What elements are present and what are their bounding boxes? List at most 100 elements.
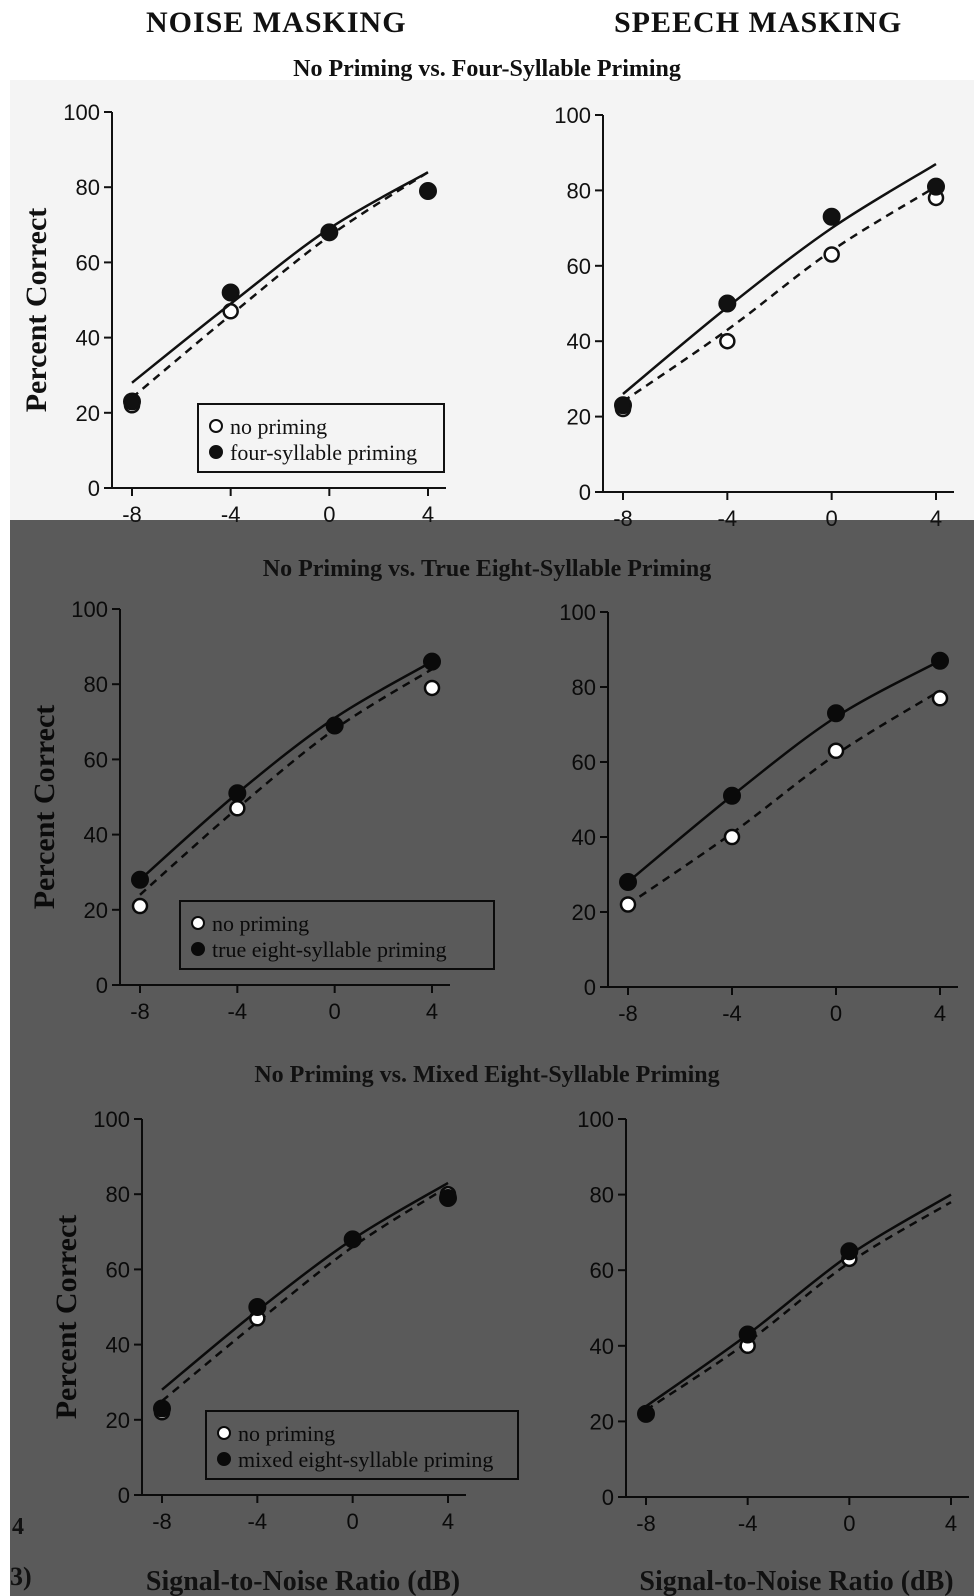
r1c1-y-tick-label: 40 <box>76 326 100 351</box>
r2c2-series-0-point <box>723 828 741 846</box>
r1c1-y-tick-label: 0 <box>88 476 100 501</box>
r2c1-legend-label: true eight-syllable priming <box>212 937 447 962</box>
r2c2-x-tick-label: 4 <box>934 1001 946 1026</box>
r3c1-series-1-point <box>153 1399 171 1418</box>
r3c2-x-tick-label: -8 <box>636 1511 656 1536</box>
row-title-four-syllable: No Priming vs. Four-Syllable Priming <box>293 56 681 82</box>
r2c2-series-0-point <box>931 690 949 707</box>
r2c2-series-1-point <box>931 651 949 670</box>
r3c2-x-axis-title: Signal-to-Noise Ratio (dB) <box>639 1566 953 1596</box>
r2c2-series-0-point <box>619 896 637 913</box>
r3c1-x-tick-label: 0 <box>347 1509 359 1534</box>
r2c1-series-1-fit-line <box>139 660 433 881</box>
r2c1-y-tick-label: 0 <box>96 973 108 998</box>
r3c2-series-1-point <box>637 1404 655 1423</box>
r2c1-series-1-point <box>131 870 149 889</box>
r2c1-y-tick-label: 60 <box>84 747 108 772</box>
r3c1-series-1-point <box>439 1188 457 1207</box>
r2c1-series-0-point <box>423 679 441 697</box>
r1c1-legend-marker <box>209 445 223 459</box>
r2c2-series-1-point <box>723 786 741 805</box>
r2c2-x-tick-label: 0 <box>830 1001 842 1026</box>
r3c1-legend-marker <box>217 1452 231 1466</box>
r1c1-series-1-point <box>419 181 437 200</box>
r2c1-x-tick-label: -8 <box>130 999 150 1024</box>
r1c2-series-1-point <box>822 207 841 226</box>
r3c2-y-tick-label: 100 <box>577 1107 614 1132</box>
r2c1-legend-label: no priming <box>212 911 309 936</box>
r1c2-y-tick-label: 60 <box>567 254 591 279</box>
r2c2-x-tick-label: -4 <box>722 1001 742 1026</box>
r2c1-legend-box <box>179 900 495 970</box>
left-edge-paren: 3) <box>10 1562 32 1591</box>
r3c1-y-axis-title: Percent Correct <box>50 1215 83 1420</box>
r2c1-x-tick-label: -4 <box>228 999 248 1024</box>
r2c2-series-0-fit-line <box>627 689 941 906</box>
r1c1-x-tick-label: -4 <box>221 502 241 527</box>
r3c1-legend-marker <box>217 1426 231 1440</box>
r1c1-series-1-point <box>221 283 240 302</box>
r1c2-x-tick-label: -8 <box>613 506 633 531</box>
r1c1-series-1-point <box>320 223 339 242</box>
r1c1-legend-label: four-syllable priming <box>230 440 417 465</box>
r2c2-series-0-point <box>827 742 845 759</box>
r3c1-legend-label: mixed eight-syllable priming <box>238 1447 493 1472</box>
r3c1-series-1-fit-line <box>161 1181 449 1391</box>
r3c1-series-0-fit-line <box>161 1185 449 1402</box>
r2c1-series-1-point <box>228 784 247 803</box>
r3c1-y-tick-label: 40 <box>106 1333 130 1358</box>
left-edge-numeral: 4 <box>12 1514 24 1540</box>
r2c1-series-0-point <box>131 897 149 915</box>
r3c2-y-tick-label: 0 <box>602 1485 614 1510</box>
r2c1-series-1-point <box>325 716 344 735</box>
r1c1-y-tick-label: 80 <box>76 175 100 200</box>
r2c1-series-0-fit-line <box>139 668 433 896</box>
r1c2-x-tick-label: -4 <box>718 506 738 531</box>
r2c2-series-1-point <box>619 873 637 891</box>
r1c1-series-1-fit-line <box>131 171 429 384</box>
r3c1-y-tick-label: 20 <box>106 1408 130 1433</box>
r1c2-y-tick-label: 20 <box>567 405 591 430</box>
r3c2-series-1-point <box>840 1242 859 1261</box>
r1c1-y-axis-title: Percent Correct <box>20 208 53 413</box>
panel-background-top <box>10 80 974 520</box>
column-title-speech: SPEECH MASKING <box>614 6 903 39</box>
r1c2-series-0-fit-line <box>622 185 937 403</box>
row-title-true-eight-syllable: No Priming vs. True Eight-Syllable Primi… <box>262 556 712 582</box>
r2c2-series-1-fit-line <box>627 659 941 883</box>
r1c2-series-0-point <box>719 332 736 350</box>
r1c2-series-1-fit-line <box>622 162 937 395</box>
r3c1-series-1-point <box>248 1298 267 1316</box>
r3c2-series-0-fit-line <box>645 1201 952 1412</box>
r1c1-y-tick-label: 100 <box>63 100 100 125</box>
r3c2-y-tick-label: 40 <box>590 1334 614 1359</box>
r1c2-series-1-point <box>614 396 632 415</box>
r1c1-y-tick-label: 20 <box>76 401 100 426</box>
r3c1-y-tick-label: 60 <box>106 1257 130 1282</box>
r3c2-x-tick-label: 4 <box>945 1511 957 1536</box>
r3c2-y-tick-label: 80 <box>590 1183 614 1208</box>
r2c1-y-tick-label: 40 <box>84 823 108 848</box>
r3c1-legend-label: no priming <box>238 1421 335 1446</box>
r2c1-x-tick-label: 4 <box>426 999 438 1024</box>
r2c1-series-1-point <box>423 652 441 671</box>
r2c1-y-tick-label: 100 <box>71 597 108 622</box>
r1c2-y-tick-label: 100 <box>554 103 591 128</box>
r2c2-y-tick-label: 100 <box>559 600 596 625</box>
r2c1-y-tick-label: 80 <box>84 672 108 697</box>
r1c1-series-0-fit-line <box>131 171 429 399</box>
r1c1-series-1-point <box>123 392 141 411</box>
r3c2-x-tick-label: -4 <box>738 1511 758 1536</box>
r2c1-x-tick-label: 0 <box>329 999 341 1024</box>
r2c2-y-tick-label: 0 <box>584 975 596 1000</box>
r1c2-series-1-point <box>927 177 945 196</box>
r2c1-series-0-point <box>229 800 246 817</box>
r3c1-series-1-point <box>343 1230 362 1249</box>
r1c1-x-tick-label: -8 <box>122 502 142 527</box>
r3c1-y-tick-label: 100 <box>93 1107 130 1132</box>
r1c2-x-tick-label: 4 <box>930 506 942 531</box>
r1c1-x-tick-label: 4 <box>422 502 434 527</box>
r3c1-y-tick-label: 80 <box>106 1182 130 1207</box>
r2c2-y-tick-label: 40 <box>572 825 596 850</box>
